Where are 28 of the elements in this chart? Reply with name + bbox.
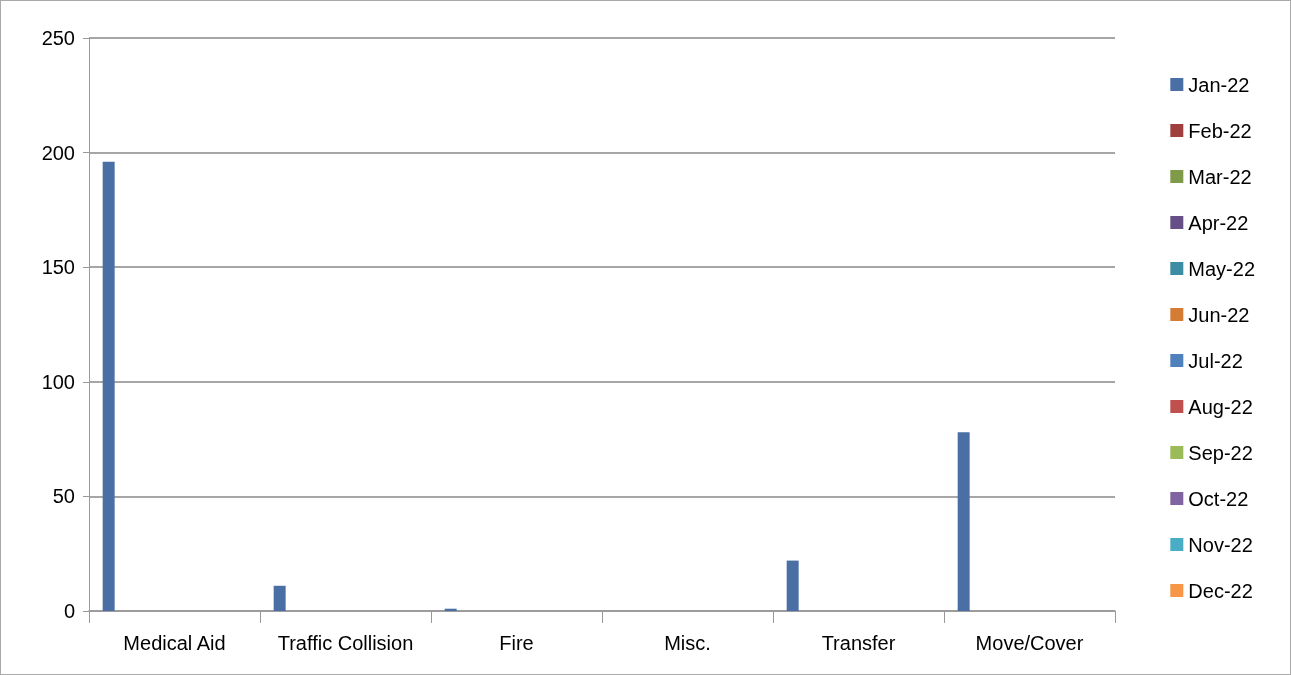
legend-label: Oct-22 bbox=[1188, 487, 1249, 510]
legend-label: Nov-22 bbox=[1188, 533, 1253, 556]
x-tick-label: Medical Aid bbox=[123, 632, 226, 654]
legend-label: Apr-22 bbox=[1188, 211, 1249, 234]
legend-label: May-22 bbox=[1188, 257, 1256, 280]
y-tick-label: 200 bbox=[41, 141, 75, 164]
x-tick-label: Traffic Collision bbox=[277, 632, 414, 654]
legend-label: Jun-22 bbox=[1188, 303, 1250, 326]
y-tick-label: 100 bbox=[41, 370, 75, 393]
bar bbox=[273, 585, 286, 611]
legend-label: Jan-22 bbox=[1188, 73, 1250, 96]
bar bbox=[957, 432, 970, 611]
y-tick-label: 250 bbox=[41, 27, 75, 49]
legend-label: Sep-22 bbox=[1188, 441, 1253, 464]
legend-label: Mar-22 bbox=[1188, 165, 1252, 188]
x-tick-label: Misc. bbox=[664, 632, 711, 654]
x-tick-label: Move/Cover bbox=[975, 632, 1084, 654]
legend-label: Feb-22 bbox=[1188, 119, 1252, 142]
legend-label: Jul-22 bbox=[1188, 349, 1243, 372]
y-tick-label: 0 bbox=[63, 600, 75, 622]
y-tick-label: 50 bbox=[52, 485, 75, 508]
y-tick-label: 150 bbox=[41, 256, 75, 279]
legend-label: Aug-22 bbox=[1188, 395, 1253, 418]
x-tick-label: Transfer bbox=[821, 632, 896, 654]
legend-label: Dec-22 bbox=[1188, 579, 1253, 602]
bar bbox=[102, 161, 115, 611]
x-tick-label: Fire bbox=[499, 632, 534, 654]
bar bbox=[786, 560, 799, 611]
